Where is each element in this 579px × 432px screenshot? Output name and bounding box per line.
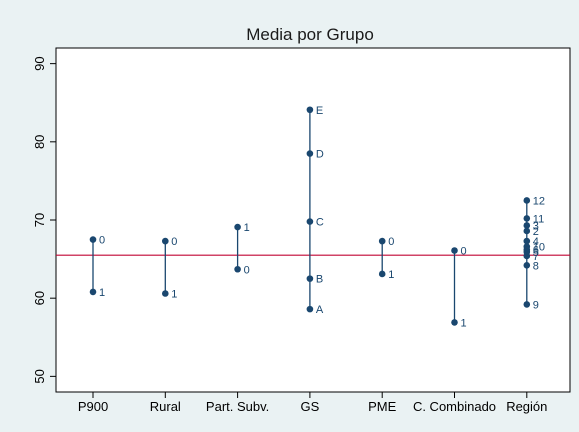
data-point — [306, 305, 314, 313]
data-point — [523, 227, 531, 235]
point-label: 9 — [533, 299, 539, 311]
point-label: 4 — [533, 236, 539, 248]
point-label: 3 — [533, 220, 539, 232]
data-point — [306, 106, 314, 114]
data-point — [234, 223, 241, 231]
point-label: 8 — [533, 260, 539, 272]
point-label: 2 — [533, 226, 539, 238]
y-tick-label: 50 — [32, 369, 47, 383]
point-label: 1 — [461, 317, 467, 329]
point-label: B — [316, 274, 323, 286]
x-tick-label: C. Combinado — [413, 399, 496, 414]
data-point — [523, 301, 531, 308]
point-label: 1 — [388, 269, 394, 281]
y-tick-label: 60 — [32, 291, 47, 305]
point-label: 11 — [533, 213, 544, 225]
point-label: 7 — [533, 251, 539, 263]
y-tick-label: 70 — [32, 213, 47, 227]
data-point — [523, 262, 531, 269]
y-tick-label: 90 — [32, 56, 47, 70]
data-point — [234, 265, 241, 273]
data-point — [523, 222, 531, 229]
point-label: 0 — [388, 236, 394, 248]
x-tick-label: GS — [301, 399, 320, 414]
data-point — [378, 237, 386, 245]
point-label: 1 — [244, 222, 250, 234]
data-point — [451, 319, 458, 326]
point-label: 0 — [99, 235, 105, 247]
data-point — [306, 218, 314, 225]
x-tick-label: Región — [506, 399, 547, 414]
point-label: D — [316, 149, 324, 161]
point-label: 0 — [244, 264, 250, 276]
data-point — [306, 150, 314, 157]
data-point — [378, 270, 386, 278]
x-tick-label: PME — [368, 399, 397, 414]
plot-area — [55, 47, 571, 393]
point-label: 5 — [533, 247, 539, 259]
point-label: 1 — [171, 288, 177, 300]
point-label: 0 — [171, 236, 177, 248]
point-label: 0 — [461, 245, 467, 257]
x-tick-label: Rural — [150, 399, 181, 414]
data-point — [162, 290, 169, 297]
data-point — [523, 215, 531, 222]
data-point — [89, 236, 97, 243]
data-point — [523, 237, 531, 245]
point-label: E — [316, 105, 323, 117]
point-label: C — [316, 217, 324, 229]
data-point — [162, 237, 169, 245]
data-point — [89, 288, 97, 296]
point-label: A — [316, 304, 324, 316]
data-point — [306, 275, 314, 282]
data-point — [523, 252, 531, 260]
data-point — [451, 247, 458, 254]
x-tick-label: P900 — [78, 399, 108, 414]
point-label: 12 — [533, 195, 545, 207]
point-label: 6 — [533, 245, 539, 257]
chart-title: Media por Grupo — [246, 25, 374, 44]
data-point — [523, 197, 531, 204]
point-label: 1 — [99, 287, 105, 299]
y-tick-label: 80 — [32, 135, 47, 149]
x-tick-label: Part. Subv. — [206, 399, 269, 414]
point-label: 10 — [533, 242, 545, 254]
